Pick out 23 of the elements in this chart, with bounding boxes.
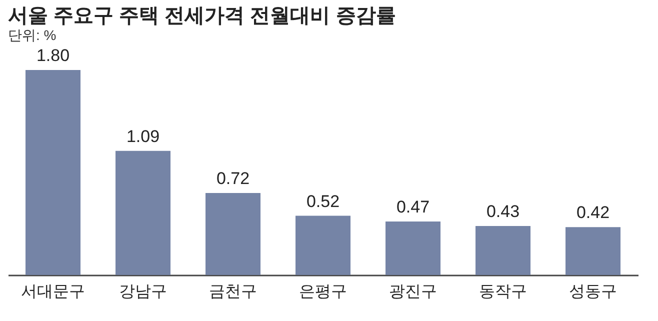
data-label: 0.47: [396, 197, 430, 216]
x-tick-label: 서대문구: [21, 284, 85, 300]
data-label: 1.09: [126, 126, 160, 146]
bar: [566, 227, 620, 275]
x-tick-label: 광진구: [389, 284, 437, 300]
data-label: 0.52: [306, 192, 340, 211]
data-label: 0.43: [486, 202, 520, 222]
chart-subtitle: 단위: %: [8, 27, 56, 43]
x-tick-label: 동작구: [479, 284, 527, 300]
x-tick-label: 은평구: [299, 284, 347, 300]
bar: [206, 193, 260, 275]
bar: [26, 70, 80, 275]
bar: [296, 216, 350, 275]
data-label: 0.42: [576, 203, 610, 222]
bar: [386, 221, 440, 275]
data-label: 0.72: [216, 169, 250, 188]
x-tick-label: 성동구: [569, 284, 617, 300]
chart-title: 서울 주요구 주택 전세가격 전월대비 증감률: [8, 5, 396, 27]
data-label: 1.80: [36, 46, 70, 65]
bar: [476, 226, 530, 275]
x-tick-label: 강남구: [119, 284, 167, 300]
bar: [116, 150, 170, 275]
x-tick-label: 금천구: [209, 284, 257, 300]
